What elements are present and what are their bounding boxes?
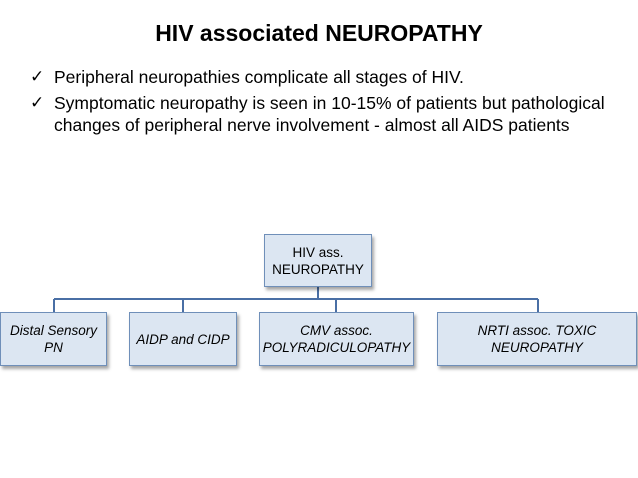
bullet-text: Symptomatic neuropathy is seen in 10-15%… xyxy=(54,93,605,135)
node-line2: POLYRADICULOPATHY xyxy=(262,340,411,355)
node-root-line2: NEUROPATHY xyxy=(272,261,364,277)
checkmark-icon: ✓ xyxy=(30,67,45,86)
node-aidp-cidp: AIDP and CIDP xyxy=(129,312,237,366)
node-cmv-polyradiculopathy: CMV assoc. POLYRADICULOPATHY xyxy=(259,312,414,366)
node-root-line1: HIV ass. xyxy=(292,244,344,260)
node-line1: CMV assoc. xyxy=(300,323,373,338)
node-nrti-toxic-neuropathy: NRTI assoc. TOXIC NEUROPATHY xyxy=(437,312,637,366)
slide-title: HIV associated NEUROPATHY xyxy=(155,20,483,46)
bullet-item: ✓ Peripheral neuropathies complicate all… xyxy=(30,66,620,88)
node-line1: AIDP and CIDP xyxy=(136,331,230,347)
node-distal-sensory-pn: Distal Sensory PN xyxy=(0,312,107,366)
checkmark-icon: ✓ xyxy=(30,93,45,112)
bullet-text: Peripheral neuropathies complicate all s… xyxy=(54,67,464,87)
node-root: HIV ass. NEUROPATHY xyxy=(264,234,372,287)
node-line1: Distal Sensory xyxy=(9,323,98,338)
bullet-list: ✓ Peripheral neuropathies complicate all… xyxy=(30,66,620,140)
bullet-item: ✓ Symptomatic neuropathy is seen in 10-1… xyxy=(30,92,620,136)
node-line2: NEUROPATHY xyxy=(491,340,583,355)
node-line2: PN xyxy=(44,340,63,355)
node-line1: NRTI assoc. TOXIC xyxy=(477,323,597,338)
